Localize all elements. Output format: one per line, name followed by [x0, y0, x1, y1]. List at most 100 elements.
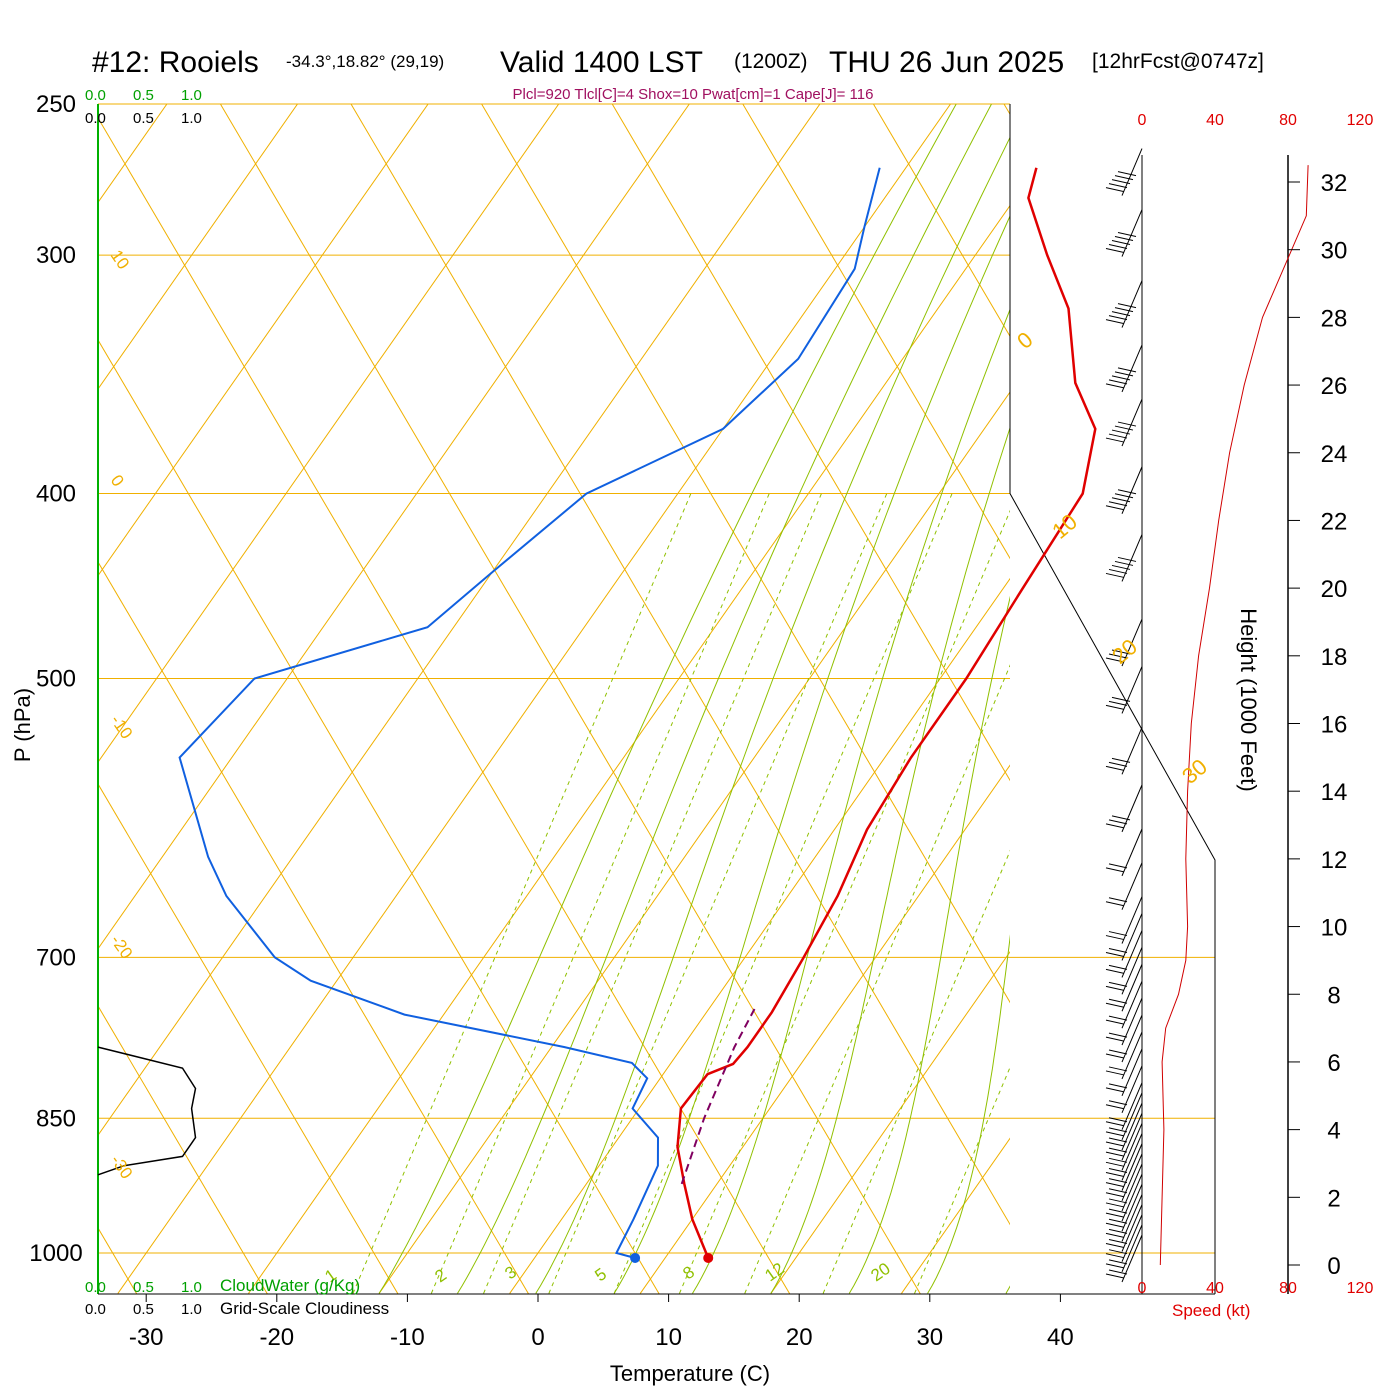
barb-flag — [1108, 700, 1128, 706]
height-tick-label: 16 — [1321, 712, 1348, 739]
wind-barb — [1105, 148, 1143, 196]
barb-flag — [1108, 1198, 1128, 1204]
barb-flag — [1111, 815, 1131, 821]
dry-adiabat-label: 10 — [1047, 509, 1082, 544]
barb-flag — [1108, 183, 1128, 189]
wind-barb — [1105, 1133, 1143, 1181]
barb-flag — [1108, 1269, 1128, 1275]
mixing-ratio-line — [822, 849, 1010, 1294]
barb-flag — [1105, 1192, 1125, 1198]
barb-flag — [1108, 1208, 1128, 1214]
mixing-ratio-line — [430, 493, 770, 1294]
moist-adiabat — [378, 104, 957, 1294]
plot-right-edge — [1009, 104, 1216, 1294]
barb-staff — [1121, 1184, 1143, 1232]
barb-flag — [1108, 981, 1128, 987]
barb-staff — [1121, 1082, 1143, 1130]
wind-barb — [1105, 344, 1143, 393]
wind-speed-profile — [1159, 165, 1309, 1266]
isotherm--60 — [98, 104, 560, 764]
speed-tick-top-3: 120 — [1347, 112, 1374, 129]
barb-flag — [1111, 429, 1131, 435]
wind-barb — [1105, 997, 1143, 1046]
pressure-tick-label: 700 — [36, 944, 76, 971]
parcel-info: Plcl=920 Tlcl[C]=4 Shox=10 Pwat[cm]=1 Ca… — [513, 86, 874, 103]
height-tick-label: 0 — [1327, 1253, 1340, 1280]
dry-adiabat — [350, 104, 1010, 1226]
barb-staff — [1121, 980, 1143, 1029]
dry-adiabat — [742, 104, 1010, 560]
barb-staff — [1121, 784, 1143, 833]
barb-flag — [1114, 493, 1134, 499]
barb-flag — [1108, 761, 1128, 767]
mixing-ratio-line — [483, 493, 822, 1294]
dry-adiabat — [98, 560, 530, 1294]
cloudwater-tick-top-2: 1.0 — [181, 87, 202, 104]
barb-staff — [1121, 1224, 1143, 1273]
mixing-ratio-line — [914, 1066, 1010, 1294]
height-tick-label: 4 — [1327, 1118, 1340, 1145]
barb-flag — [1108, 1218, 1128, 1224]
moist-adiabat — [1005, 1285, 1010, 1294]
wind-barb — [1105, 666, 1143, 714]
dry-adiabat — [611, 104, 1010, 782]
barb-staff — [1121, 1163, 1143, 1212]
barb-flag — [1105, 1273, 1125, 1279]
barb-flag — [1105, 1053, 1125, 1059]
wind-barb — [1105, 1082, 1143, 1130]
barb-staff — [1121, 913, 1143, 961]
wind-barb — [1105, 209, 1143, 257]
barb-staff — [1121, 947, 1143, 995]
mixing-ratio-line — [613, 493, 953, 1294]
moist-adiabat — [848, 595, 1010, 1294]
barb-flag — [1117, 489, 1137, 495]
wind-barb — [1105, 980, 1143, 1029]
wind-barb — [1105, 1194, 1143, 1242]
barb-flag — [1105, 1182, 1125, 1188]
barb-staff — [1121, 1102, 1143, 1151]
barb-flag — [1105, 505, 1125, 511]
barb-flag — [1108, 1249, 1128, 1255]
barb-flag — [1114, 175, 1134, 181]
speed-axis-label: Speed (kt) — [1172, 1301, 1250, 1320]
barb-flag — [1105, 1171, 1125, 1177]
speed-tick-top-1: 40 — [1206, 112, 1224, 129]
barb-flag — [1111, 375, 1131, 381]
temperature-tick-label: 30 — [916, 1324, 943, 1351]
wind-barb — [1105, 862, 1143, 910]
barb-flag — [1108, 1032, 1128, 1038]
barb-staff — [1121, 1065, 1143, 1113]
barb-flag — [1111, 649, 1131, 655]
height-tick-label: 12 — [1321, 847, 1348, 874]
wind-barb — [1105, 1214, 1143, 1262]
wind-barb — [1105, 828, 1143, 877]
height-tick-label: 18 — [1321, 644, 1348, 671]
dry-adiabat-label: 0 — [1012, 327, 1037, 354]
dry-adiabat — [98, 116, 791, 1294]
isotherm--80 — [98, 104, 299, 390]
barb-flag — [1105, 1019, 1125, 1025]
barb-flag — [1105, 935, 1125, 941]
barb-flag — [1105, 1151, 1125, 1157]
barb-flag — [1105, 968, 1125, 974]
barb-staff — [1121, 1123, 1143, 1171]
barb-flag — [1108, 819, 1128, 825]
isotherm--40 — [98, 104, 821, 1137]
barb-flag — [1108, 998, 1128, 1004]
dry-adiabat — [0, 104, 6, 1294]
temperature-tick-label: 40 — [1047, 1324, 1074, 1351]
speed-tick-bottom-3: 120 — [1347, 1280, 1374, 1297]
dry-adiabat — [98, 338, 660, 1294]
moist-adiabat — [927, 934, 1010, 1294]
barb-staff — [1121, 1031, 1143, 1080]
barb-flag — [1108, 1127, 1128, 1133]
barb-flag — [1105, 437, 1125, 443]
barb-staff — [1121, 466, 1143, 514]
mixing-ratio-line — [548, 493, 888, 1294]
height-tick-label: 24 — [1321, 441, 1348, 468]
barb-flag — [1114, 307, 1134, 313]
barb-staff — [1121, 1204, 1143, 1252]
barb-flag — [1108, 568, 1128, 574]
barb-flag — [1108, 433, 1128, 439]
dry-adiabat — [1135, 104, 1400, 1294]
